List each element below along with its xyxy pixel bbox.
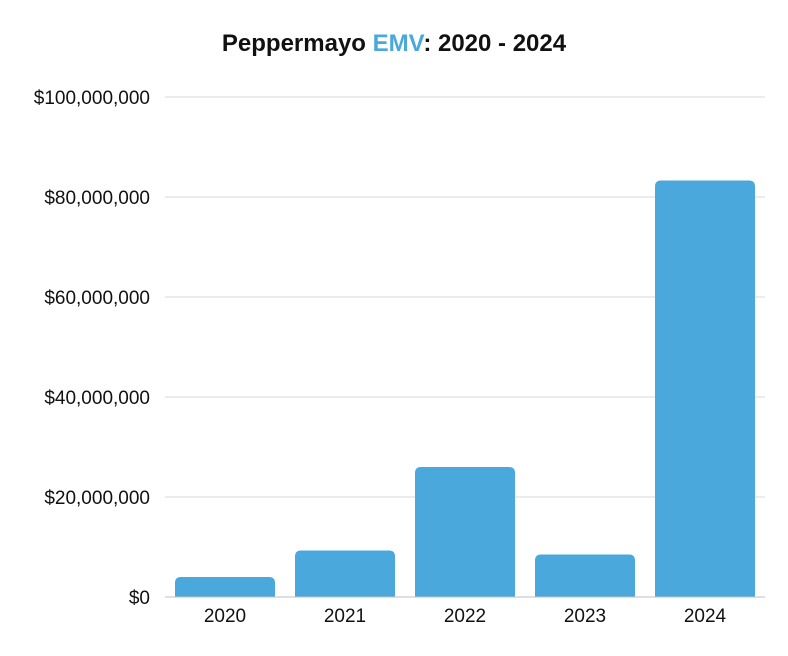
- bar-2023: [535, 554, 635, 597]
- y-tick-label: $80,000,000: [44, 188, 150, 209]
- x-tick-label: 2021: [324, 606, 366, 627]
- title-suffix: : 2020 - 2024: [423, 30, 567, 57]
- bar-2024: [655, 180, 755, 597]
- x-tick-label: 2024: [684, 606, 727, 627]
- bar-2020: [175, 577, 275, 597]
- bar-2021: [295, 550, 395, 597]
- y-axis-labels: $0 $20,000,000 $40,000,000 $60,000,000 $80,0…: [34, 88, 150, 609]
- x-axis-labels: 2020 2021 2022 2023 2024: [204, 606, 727, 627]
- y-tick-label: $0: [129, 588, 150, 609]
- bars: [175, 180, 755, 597]
- title-accent: EMV: [372, 30, 424, 57]
- y-tick-label: $60,000,000: [44, 288, 150, 309]
- title-prefix: Peppermayo: [221, 30, 373, 57]
- x-tick-label: 2020: [204, 606, 246, 627]
- y-tick-label: $20,000,000: [44, 488, 150, 509]
- chart-title: Peppermayo EMV: 2020 - 2024: [0, 30, 788, 58]
- x-tick-label: 2023: [564, 606, 606, 627]
- y-tick-label: $100,000,000: [34, 88, 150, 109]
- y-tick-label: $40,000,000: [44, 388, 150, 409]
- bar-2022: [415, 467, 515, 597]
- x-tick-label: 2022: [444, 606, 486, 627]
